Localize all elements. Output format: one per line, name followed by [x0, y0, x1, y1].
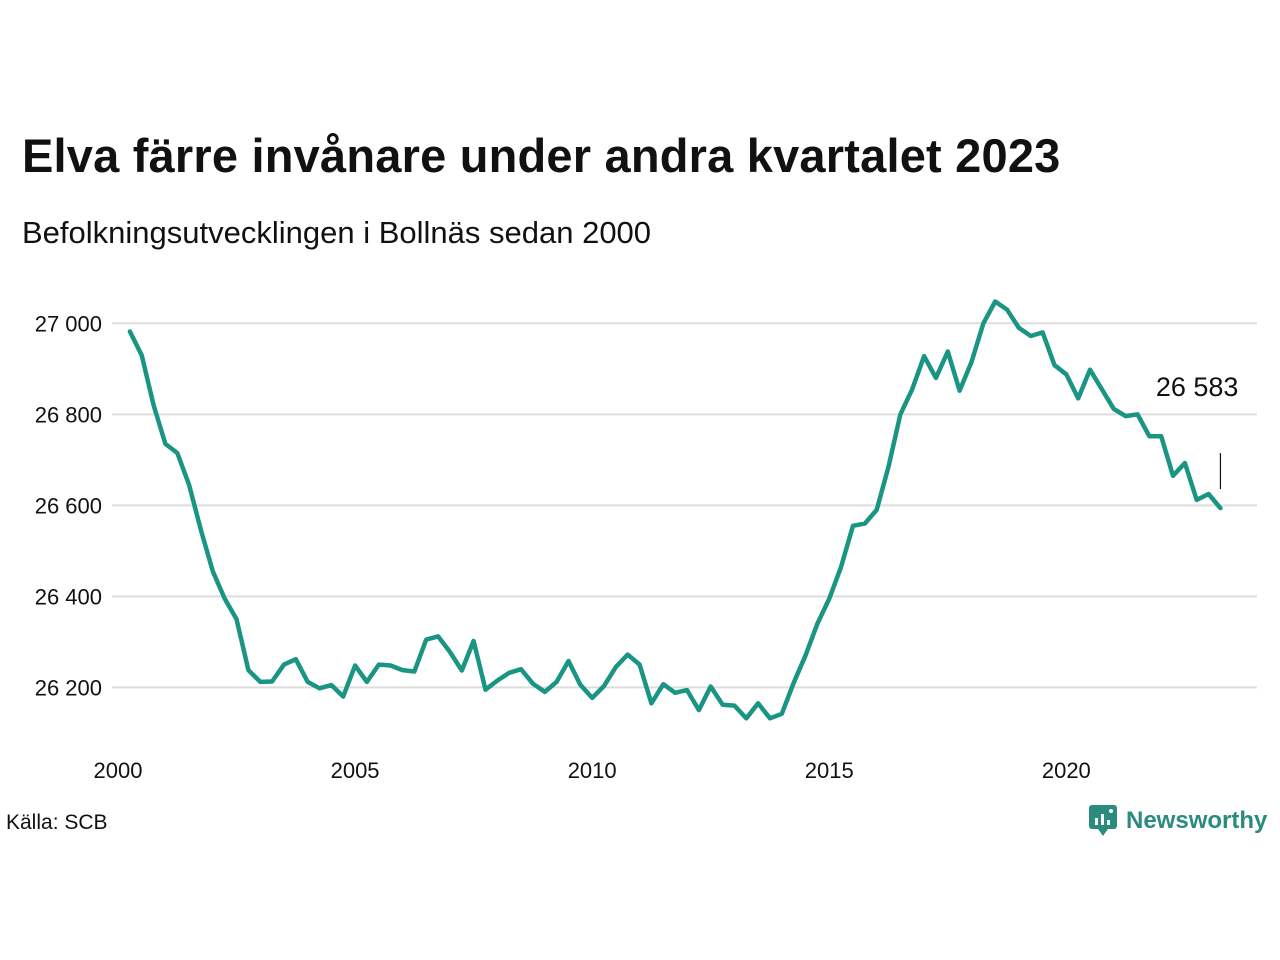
y-tick-label: 26 200 [35, 675, 102, 700]
y-tick-label: 26 400 [35, 584, 102, 609]
y-tick-label: 26 800 [35, 402, 102, 427]
brand-name: Newsworthy [1126, 807, 1268, 834]
chart-title: Elva färre invånare under andra kvartale… [22, 129, 1061, 182]
y-axis-tick-labels: 26 200 26 400 26 600 26 800 27 000 [35, 311, 102, 700]
chart-subtitle: Befolkningsutvecklingen i Bollnäs sedan … [22, 215, 652, 250]
newsworthy-logo-icon [1089, 805, 1117, 836]
grid-lines [112, 322, 1257, 689]
series-line [127, 299, 1223, 721]
source-note: Källa: SCB [6, 811, 108, 834]
x-tick-label: 2020 [1042, 758, 1091, 783]
y-tick-label: 26 600 [35, 493, 102, 518]
x-tick-label: 2005 [331, 758, 380, 783]
x-axis-tick-labels: 2000 2005 2010 2015 2020 [94, 758, 1091, 783]
x-tick-label: 2010 [568, 758, 617, 783]
brand-logo[interactable]: Newsworthy [1088, 804, 1267, 838]
end-value-label: 26 583 [1156, 372, 1239, 402]
y-tick-label: 27 000 [35, 311, 102, 336]
x-tick-label: 2015 [805, 758, 854, 783]
x-tick-label: 2000 [94, 758, 143, 783]
